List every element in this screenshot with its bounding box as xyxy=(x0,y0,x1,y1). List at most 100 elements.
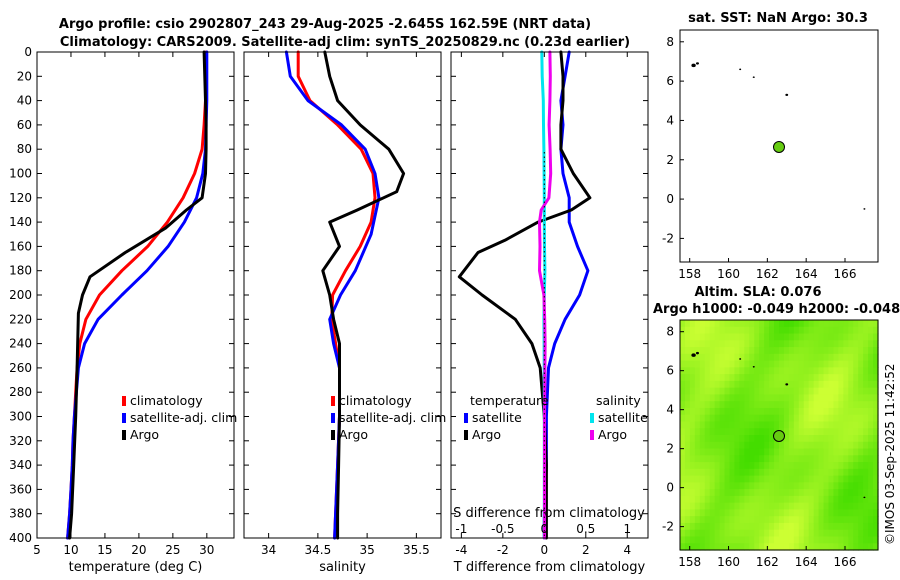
heatmap-cell xyxy=(848,333,854,341)
heatmap-cell xyxy=(798,407,805,416)
heatmap-cell xyxy=(848,536,854,544)
heatmap-cell xyxy=(808,401,815,409)
heatmap-cell xyxy=(818,387,825,396)
heatmap-cell xyxy=(724,495,731,504)
heatmap-cell xyxy=(729,333,736,341)
heatmap-cell xyxy=(764,380,770,389)
heatmap-cell xyxy=(764,374,770,382)
heatmap-cell xyxy=(704,509,711,517)
heatmap-cell xyxy=(873,441,879,450)
heatmap-cell xyxy=(774,441,780,450)
sla-map-title: Altim. SLA: 0.076 xyxy=(695,285,822,300)
heatmap-cell xyxy=(838,516,844,524)
heatmap-cell xyxy=(838,320,844,328)
heatmap-cell xyxy=(699,353,706,362)
heatmap-cell xyxy=(759,435,765,443)
heatmap-cell xyxy=(833,495,839,504)
heatmap-cell xyxy=(704,353,711,362)
heatmap-cell xyxy=(694,536,701,544)
heatmap-cell xyxy=(689,360,696,368)
heatmap-cell xyxy=(813,414,820,423)
heatmap-cell xyxy=(779,455,785,463)
heatmap-cell xyxy=(714,536,721,544)
heatmap-cell xyxy=(699,475,706,483)
heatmap-cell xyxy=(818,522,825,531)
heatmap-cell xyxy=(744,475,750,483)
heatmap-cell xyxy=(823,326,830,335)
legend-label: satellite xyxy=(598,410,648,425)
heatmap-cell xyxy=(783,374,790,382)
heatmap-cell xyxy=(719,489,726,497)
heatmap-cell xyxy=(783,502,790,511)
heatmap-cell xyxy=(724,320,731,328)
heatmap-cell xyxy=(704,387,711,396)
heatmap-cell xyxy=(684,340,691,348)
heatmap-cell xyxy=(749,435,755,443)
heatmap-cell xyxy=(868,502,874,511)
heatmap-cell xyxy=(848,448,854,456)
depth-tick-label: 140 xyxy=(9,215,32,229)
s-tick-label: 0 xyxy=(540,522,548,536)
heatmap-cell xyxy=(793,489,800,497)
heatmap-cell xyxy=(818,347,825,355)
heatmap-cell xyxy=(788,522,795,531)
heatmap-cell xyxy=(808,360,815,368)
heatmap-cell xyxy=(769,360,775,368)
heatmap-cell xyxy=(744,462,750,470)
heatmap-cell xyxy=(744,367,750,375)
heatmap-cell xyxy=(744,441,750,450)
heatmap-cell xyxy=(759,448,765,456)
heatmap-cell xyxy=(808,475,815,483)
heatmap-cell xyxy=(788,347,795,355)
heatmap-cell xyxy=(779,448,785,456)
heatmap-cell xyxy=(833,516,839,524)
heatmap-cell xyxy=(680,401,686,409)
heatmap-cell xyxy=(783,529,790,538)
heatmap-cell xyxy=(714,326,721,335)
heatmap-cell xyxy=(798,468,805,477)
heatmap-cell xyxy=(843,414,849,423)
heatmap-cell xyxy=(853,387,859,396)
heatmap-cell xyxy=(828,374,835,382)
heatmap-cell xyxy=(818,407,825,416)
heatmap-cell xyxy=(838,529,844,538)
y-tick-label: 4 xyxy=(666,113,674,127)
heatmap-cell xyxy=(764,529,770,538)
heatmap-cell xyxy=(699,421,706,429)
heatmap-cell xyxy=(863,380,869,389)
heatmap-cell xyxy=(764,401,770,409)
plot-frame xyxy=(450,51,649,539)
heatmap-cell xyxy=(689,333,696,341)
heatmap-cell xyxy=(833,435,839,443)
heatmap-cell xyxy=(744,516,750,524)
heatmap-cell xyxy=(764,441,770,450)
heatmap-cell xyxy=(734,353,740,362)
heatmap-cell xyxy=(684,435,691,443)
heatmap-cell xyxy=(680,509,686,517)
heatmap-cell xyxy=(838,353,844,362)
heatmap-cell xyxy=(798,414,805,423)
heatmap-cell xyxy=(754,475,760,483)
heatmap-cell xyxy=(709,489,716,497)
heatmap-cell xyxy=(684,407,691,416)
heatmap-cell xyxy=(803,516,810,524)
heatmap-cell xyxy=(803,340,810,348)
heatmap-cell xyxy=(783,407,790,416)
heatmap-cell xyxy=(694,543,701,551)
heatmap-cell xyxy=(729,407,736,416)
heatmap-cell xyxy=(724,529,731,538)
heatmap-cell xyxy=(858,502,864,511)
heatmap-cell xyxy=(788,448,795,456)
heatmap-cell xyxy=(719,482,726,490)
heatmap-cell xyxy=(714,401,721,409)
heatmap-cell xyxy=(823,455,830,463)
heatmap-cell xyxy=(694,326,701,335)
heatmap-cell xyxy=(754,529,760,538)
heatmap-cell xyxy=(868,421,874,429)
heatmap-cell xyxy=(853,441,859,450)
x-tick-label: 34.5 xyxy=(305,543,332,557)
heatmap-cell xyxy=(759,333,765,341)
heatmap-cell xyxy=(719,401,726,409)
heatmap-cell xyxy=(803,360,810,368)
heatmap-cell xyxy=(813,428,820,436)
